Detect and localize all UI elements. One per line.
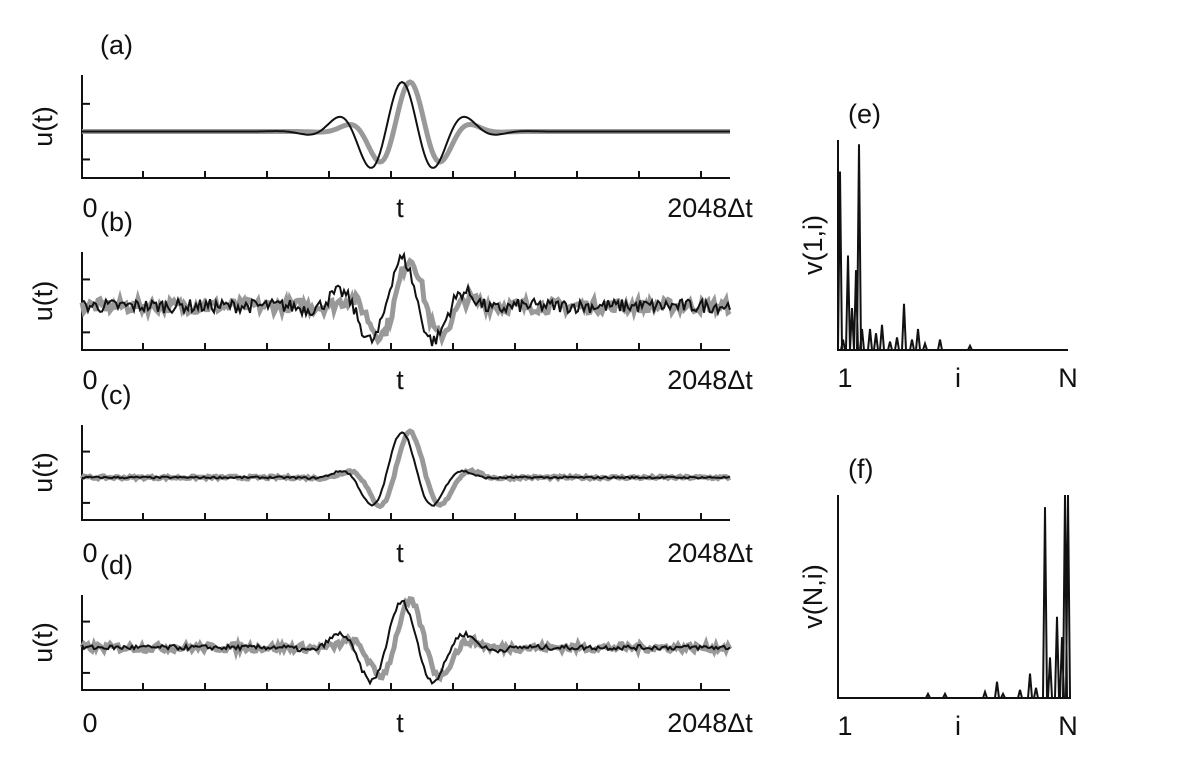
y-label: v(N,i) (798, 564, 828, 628)
x-label: 0 (82, 193, 97, 223)
panel-label: (e) (848, 99, 881, 129)
x-label: i (955, 363, 961, 393)
spectrum (837, 144, 1068, 351)
panel-label: (f) (848, 454, 873, 484)
waveform (79, 428, 732, 510)
x-label: i (955, 711, 961, 741)
waveform (81, 599, 731, 686)
x-label: 2048Δt (667, 538, 753, 568)
x-label: 2048Δt (667, 193, 753, 223)
panel-label: (d) (100, 550, 133, 580)
x-label: 0 (82, 538, 97, 568)
x-label: N (1058, 363, 1078, 393)
spectrum (838, 494, 1072, 699)
waveform (79, 595, 733, 683)
x-label: 1 (837, 363, 852, 393)
y-label: u(t) (28, 622, 58, 663)
x-label: 2048Δt (667, 708, 753, 738)
waveform (81, 251, 731, 347)
waveform (82, 80, 730, 169)
waveform (82, 79, 730, 165)
panel-label: (a) (100, 30, 133, 60)
axis (837, 140, 1068, 351)
panel-label: (c) (100, 380, 131, 410)
y-label: u(t) (28, 281, 58, 322)
x-label: t (396, 538, 404, 568)
y-label: v(1,i) (798, 215, 828, 275)
x-label: t (396, 193, 404, 223)
y-label: u(t) (28, 452, 58, 493)
x-label: 0 (82, 365, 97, 395)
x-label: 0 (82, 708, 97, 738)
x-label: 2048Δt (667, 365, 753, 395)
x-label: N (1058, 711, 1078, 741)
waveform (81, 431, 731, 507)
x-label: t (396, 365, 404, 395)
y-label: u(t) (28, 106, 58, 147)
axis (837, 495, 1068, 699)
x-label: 1 (837, 711, 852, 741)
panel-label: (b) (100, 207, 133, 237)
x-label: t (396, 708, 404, 738)
